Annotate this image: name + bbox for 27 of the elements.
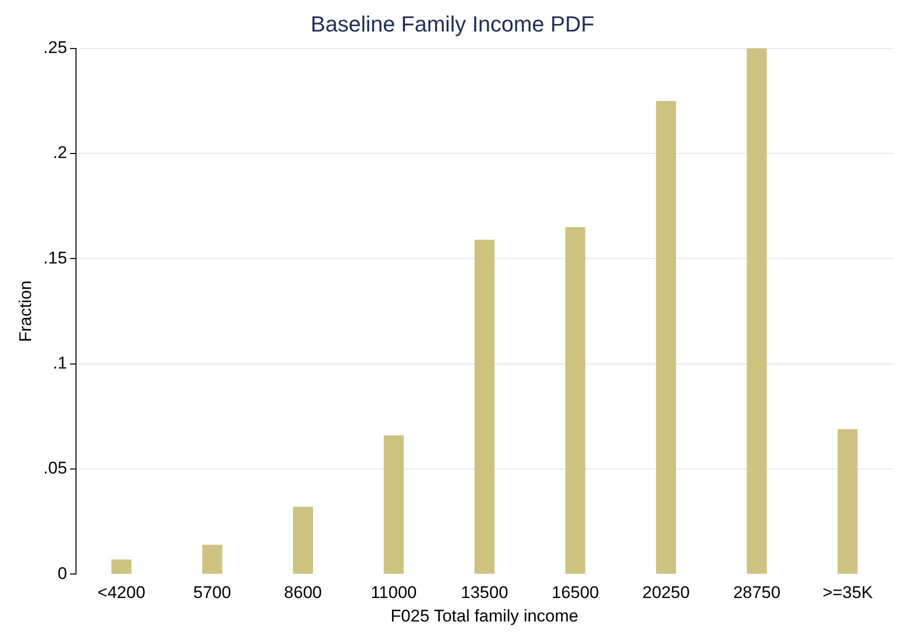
x-tick-label: 16500 — [552, 583, 599, 602]
bar — [656, 100, 676, 574]
bar — [565, 227, 586, 574]
bar — [384, 435, 404, 574]
bar — [202, 544, 222, 574]
y-axis-title: Fraction — [16, 280, 35, 342]
x-tick-label: 8600 — [284, 583, 322, 602]
x-tick-label: >=35K — [822, 583, 874, 602]
y-tick-label: .2 — [52, 143, 68, 162]
bar — [292, 506, 313, 574]
bar — [474, 240, 494, 574]
y-tick-label: .1 — [52, 354, 68, 373]
x-tick-label: <4200 — [98, 583, 146, 602]
y-tick-label: .25 — [43, 38, 68, 58]
y-tick-label: 0 — [58, 564, 68, 583]
x-tick-label: 5700 — [193, 583, 232, 602]
x-axis-title: F025 Total family income — [390, 606, 578, 626]
y-tick-label: .15 — [43, 248, 68, 268]
chart-title: Baseline Family Income PDF — [310, 11, 594, 36]
x-tick-label: 28750 — [733, 583, 780, 602]
x-tick-label: 13500 — [460, 583, 508, 602]
x-tick-label: 20250 — [642, 583, 690, 602]
x-tick-label: 11000 — [370, 583, 417, 602]
y-tick-label: .05 — [43, 458, 68, 478]
bar — [111, 559, 132, 574]
bar — [746, 48, 767, 574]
bar — [838, 429, 858, 574]
